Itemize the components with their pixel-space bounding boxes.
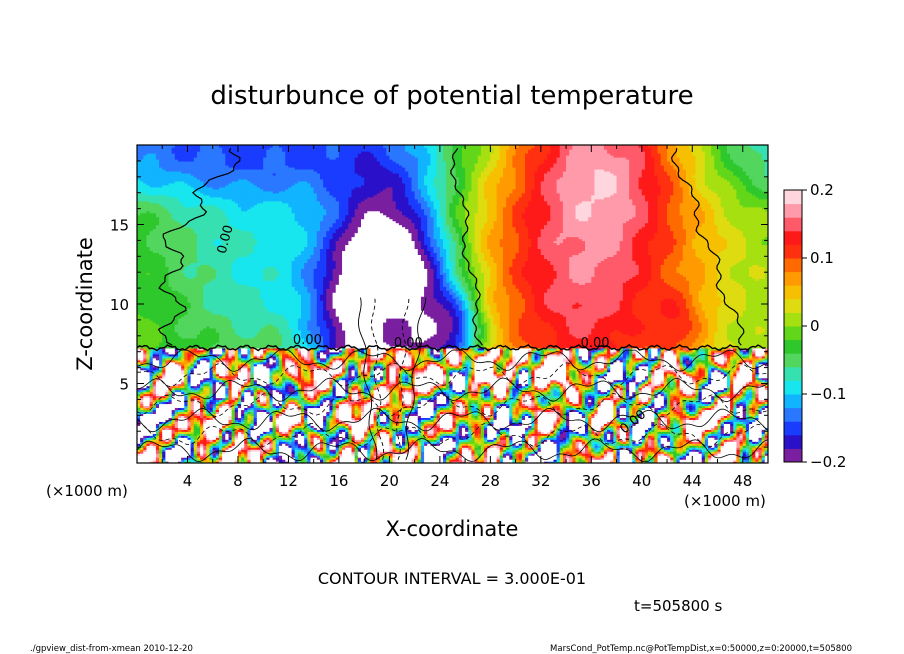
chart-title: disturbunce of potential temperature — [210, 81, 693, 111]
heatmap-field — [137, 145, 769, 464]
